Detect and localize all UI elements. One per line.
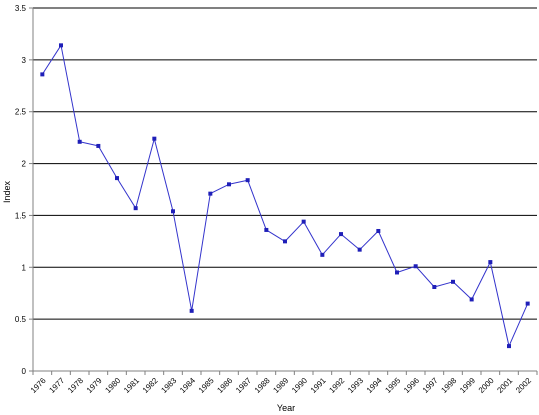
data-point: [451, 279, 455, 284]
data-point: [413, 264, 418, 269]
data-point: [432, 284, 437, 289]
axes: [29, 7, 538, 375]
y-tick-label: 1: [22, 263, 27, 272]
data-point: [59, 43, 63, 48]
x-tick-label: 1989: [271, 376, 290, 395]
x-tick-label: 1993: [346, 376, 365, 395]
data-point: [171, 209, 175, 214]
x-tick-label: 1997: [421, 376, 440, 395]
x-tick-label: 1981: [122, 376, 141, 395]
x-tick-label: 1996: [402, 376, 421, 395]
y-tick-label: 3.5: [15, 4, 27, 13]
data-point: [283, 239, 287, 244]
y-tick-label: 2.5: [15, 108, 27, 117]
y-tick-label: 0: [22, 367, 27, 376]
data-point: [395, 270, 399, 275]
data-point: [488, 260, 493, 265]
x-tick-label: 1990: [290, 376, 309, 395]
data-point: [264, 227, 269, 232]
x-tick-label: 1977: [47, 376, 66, 395]
data-point: [227, 182, 231, 187]
data-point: [77, 139, 82, 144]
data-point: [469, 297, 474, 302]
x-axis-label: Year: [277, 403, 295, 413]
x-tick-label: 1976: [29, 376, 48, 395]
y-tick-labels: 0 0.5 1 1.5 2 2.5 3 3.5: [15, 4, 27, 376]
x-tick-label: 1995: [383, 376, 402, 395]
data-point: [525, 301, 530, 306]
data-point: [339, 232, 343, 237]
x-tick-label: 2001: [495, 376, 514, 395]
x-tick-label: 1999: [458, 376, 477, 395]
data-point: [208, 191, 213, 196]
x-tick-label: 1985: [197, 376, 216, 395]
x-tick-label: 1992: [327, 376, 346, 395]
x-tick-label: 1998: [439, 376, 458, 395]
data-point: [40, 72, 45, 77]
data-point: [152, 136, 157, 141]
x-tick-label: 1979: [85, 376, 104, 395]
x-tick-label: 1994: [365, 376, 384, 395]
series-line: [41, 44, 529, 347]
data-point: [115, 176, 119, 181]
data-point: [133, 206, 138, 211]
x-tick-label: 1982: [141, 376, 160, 395]
data-point: [96, 143, 101, 148]
y-tick-label: 3: [22, 56, 27, 65]
y-tick-label: 2: [22, 160, 27, 169]
data-point: [376, 228, 381, 233]
x-tick-label: 1986: [215, 376, 234, 395]
data-point: [189, 308, 194, 313]
data-point: [301, 219, 306, 224]
data-point: [357, 247, 362, 252]
gridlines: [33, 7, 537, 320]
data-series: [40, 43, 530, 349]
data-point: [320, 252, 325, 257]
data-point: [245, 178, 250, 183]
y-axis-label: Index: [2, 180, 12, 203]
x-tick-label: 1980: [103, 376, 122, 395]
data-point: [507, 344, 511, 349]
x-tick-label: 1978: [66, 376, 85, 395]
x-tick-label: 1984: [178, 376, 197, 395]
y-tick-label: 1.5: [15, 211, 27, 220]
x-tick-label: 2000: [477, 376, 496, 395]
x-tick-label: 1988: [253, 376, 272, 395]
x-tick-label: 1987: [234, 376, 253, 395]
x-tick-label: 1983: [159, 376, 178, 395]
x-tick-label: 1991: [309, 376, 328, 395]
y-tick-label: 0.5: [15, 315, 27, 324]
x-tick-label: 2002: [514, 376, 533, 395]
x-tick-labels: 1976 1977 1978 1979 1980 1981 1982 1983 1984 1985…: [29, 376, 534, 395]
